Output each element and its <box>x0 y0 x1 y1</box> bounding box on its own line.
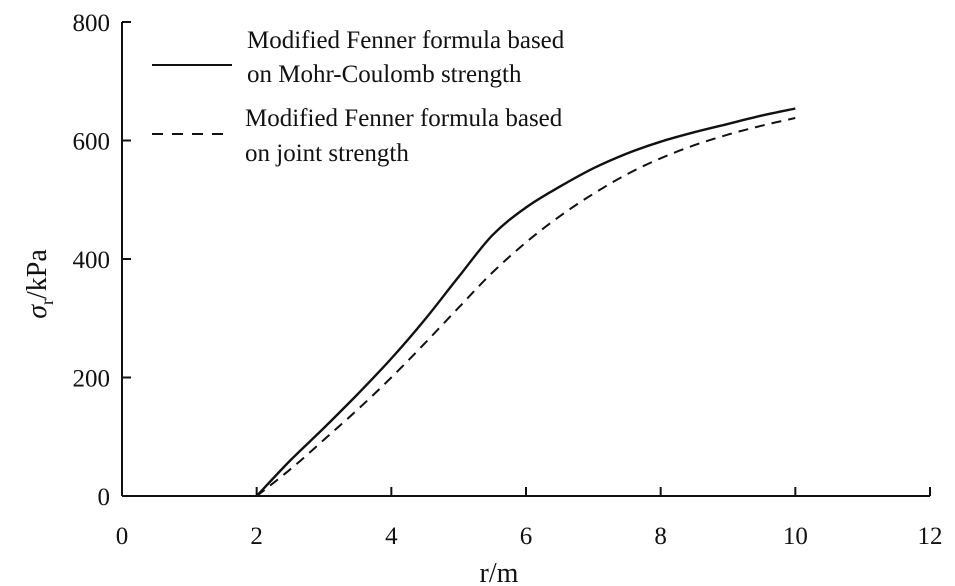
x-tick-label: 4 <box>385 523 398 550</box>
y-tick-label: 400 <box>73 247 111 274</box>
x-tick-label: 2 <box>250 523 263 550</box>
y-axis-label-subscript: r <box>37 299 57 305</box>
series-line-solid <box>255 107 796 497</box>
legend-label-dashed-line-1: Modified Fenner formula based <box>245 105 563 132</box>
series-line-dashed <box>256 117 796 497</box>
x-tick-label: 12 <box>918 523 943 550</box>
x-axis-label: r/m <box>480 558 519 586</box>
x-tick-label: 10 <box>783 523 808 550</box>
legend: Modified Fenner formula based on Mohr-Co… <box>152 27 565 167</box>
legend-label-solid-line-2: on Mohr-Coulomb strength <box>247 61 522 88</box>
x-ticks: 0 2 4 6 8 10 12 <box>116 487 943 550</box>
y-tick-label: 200 <box>73 366 111 393</box>
legend-entry-solid: Modified Fenner formula based on Mohr-Co… <box>152 27 565 88</box>
y-tick-label: 0 <box>98 484 111 511</box>
legend-label-dashed-line-2: on joint strength <box>245 140 409 167</box>
x-tick-label: 8 <box>654 523 667 550</box>
y-tick-label: 800 <box>73 10 111 37</box>
series-layer <box>255 107 796 497</box>
x-tick-label: 0 <box>116 523 129 550</box>
y-ticks: 0 200 400 600 800 <box>73 10 131 511</box>
legend-entry-dashed: Modified Fenner formula based on joint s… <box>152 105 563 167</box>
y-axis-label-unit: /kPa <box>22 249 53 299</box>
legend-label-solid-line-1: Modified Fenner formula based <box>247 27 565 54</box>
y-axis-label: σr/kPa <box>22 249 57 319</box>
axes <box>121 22 930 497</box>
y-tick-label: 600 <box>73 129 111 156</box>
y-axis-label-symbol: σ <box>22 304 53 319</box>
x-tick-label: 6 <box>520 523 533 550</box>
